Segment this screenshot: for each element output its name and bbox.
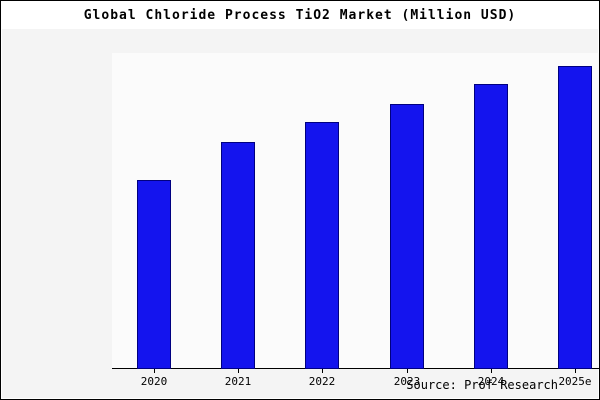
- x-axis-tick: [238, 369, 239, 373]
- plot-wrap: 2020 2021 2022 2023 2024 2025e: [57, 41, 599, 388]
- title-strip: Global Chloride Process TiO2 Market (Mil…: [1, 1, 599, 29]
- x-axis-label-2022: 2022: [308, 375, 336, 388]
- x-axis-label-2020: 2020: [140, 375, 168, 388]
- chart-title: Global Chloride Process TiO2 Market (Mil…: [83, 7, 517, 23]
- x-axis-tick: [322, 369, 323, 373]
- source-label: Source: Prof Research: [406, 378, 558, 392]
- chart-body: 2020 2021 2022 2023 2024 2025e Source: Prof R…: [2, 29, 599, 398]
- plot-area: [112, 53, 599, 369]
- x-axis-tick: [154, 369, 155, 373]
- x-axis-tick: [407, 369, 408, 373]
- x-axis-label-2021: 2021: [224, 375, 252, 388]
- x-axis-tick: [491, 369, 492, 373]
- x-axis-tick: [575, 369, 576, 373]
